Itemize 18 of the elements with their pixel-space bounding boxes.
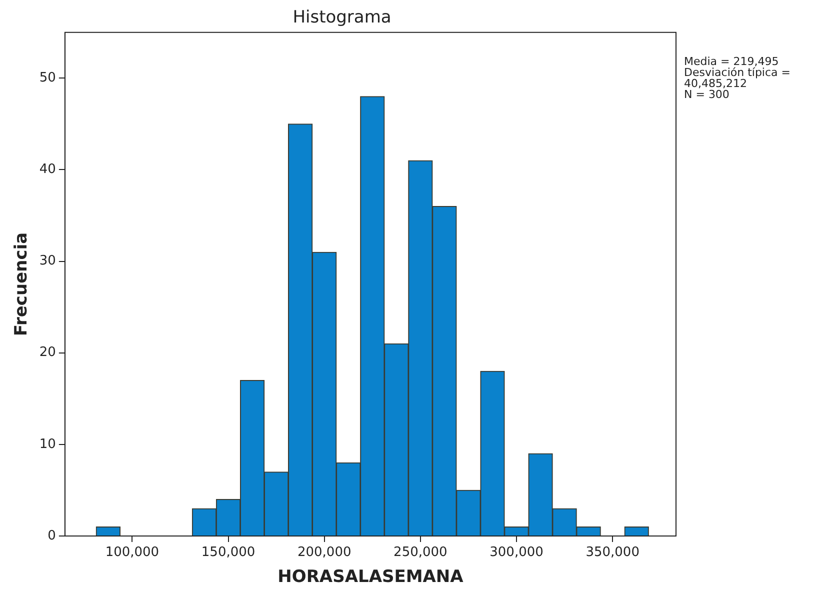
x-tick-label: 100,000: [105, 545, 160, 560]
x-axis-title: HORASALASEMANA: [278, 567, 464, 588]
x-tick-label: 150,000: [201, 545, 256, 560]
text: N = 300: [684, 88, 730, 101]
y-tick-label: 50: [39, 70, 56, 86]
y-tick-label: 0: [48, 528, 56, 544]
y-axis-title: Frecuencia: [12, 232, 32, 336]
x-tick-label: 350,000: [586, 545, 640, 560]
text: Media = 219,495: [684, 55, 780, 68]
y-tick-label: 30: [39, 254, 56, 269]
y-tick-label: 10: [39, 436, 56, 452]
x-tick-label: 300,000: [490, 545, 544, 560]
x-tick-label: 200,000: [297, 545, 352, 560]
chart-title: Histograma: [292, 8, 392, 28]
x-tick-label: 250,000: [394, 545, 448, 560]
text: Desviación típica = 40,485,212: [684, 66, 792, 90]
y-tick-label: 20: [39, 345, 56, 360]
y-tick-label: 40: [39, 162, 56, 178]
